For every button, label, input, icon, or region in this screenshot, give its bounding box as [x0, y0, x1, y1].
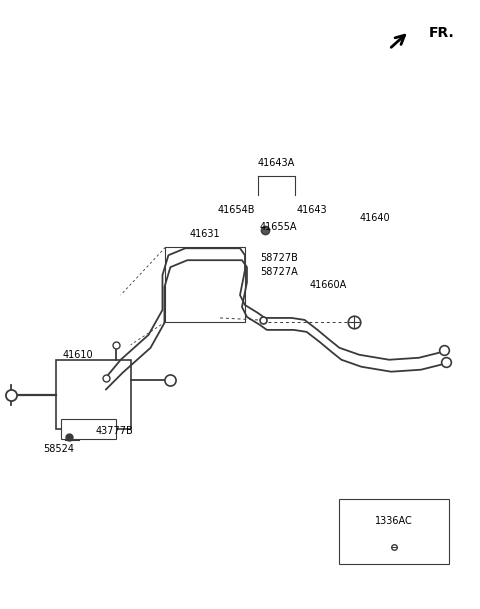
Text: 41643: 41643	[297, 205, 327, 216]
Text: 41643A: 41643A	[258, 158, 295, 167]
Text: 41660A: 41660A	[310, 280, 347, 290]
Text: 1336AC: 1336AC	[375, 516, 413, 526]
Text: FR.: FR.	[429, 26, 455, 40]
Text: 41654B: 41654B	[217, 205, 255, 216]
Text: 41610: 41610	[63, 350, 94, 360]
Bar	[61, 420, 116, 439]
Text: 41655A: 41655A	[260, 222, 298, 233]
Bar	[166, 247, 245, 322]
Text: 58727A: 58727A	[260, 267, 298, 277]
Text: 58727B: 58727B	[260, 253, 298, 263]
Text: 41640: 41640	[360, 213, 390, 224]
Text: 58524: 58524	[43, 445, 74, 454]
Text: 43777B: 43777B	[96, 426, 133, 437]
Text: 41631: 41631	[190, 230, 220, 239]
Bar	[56, 360, 131, 429]
Bar	[339, 499, 449, 564]
